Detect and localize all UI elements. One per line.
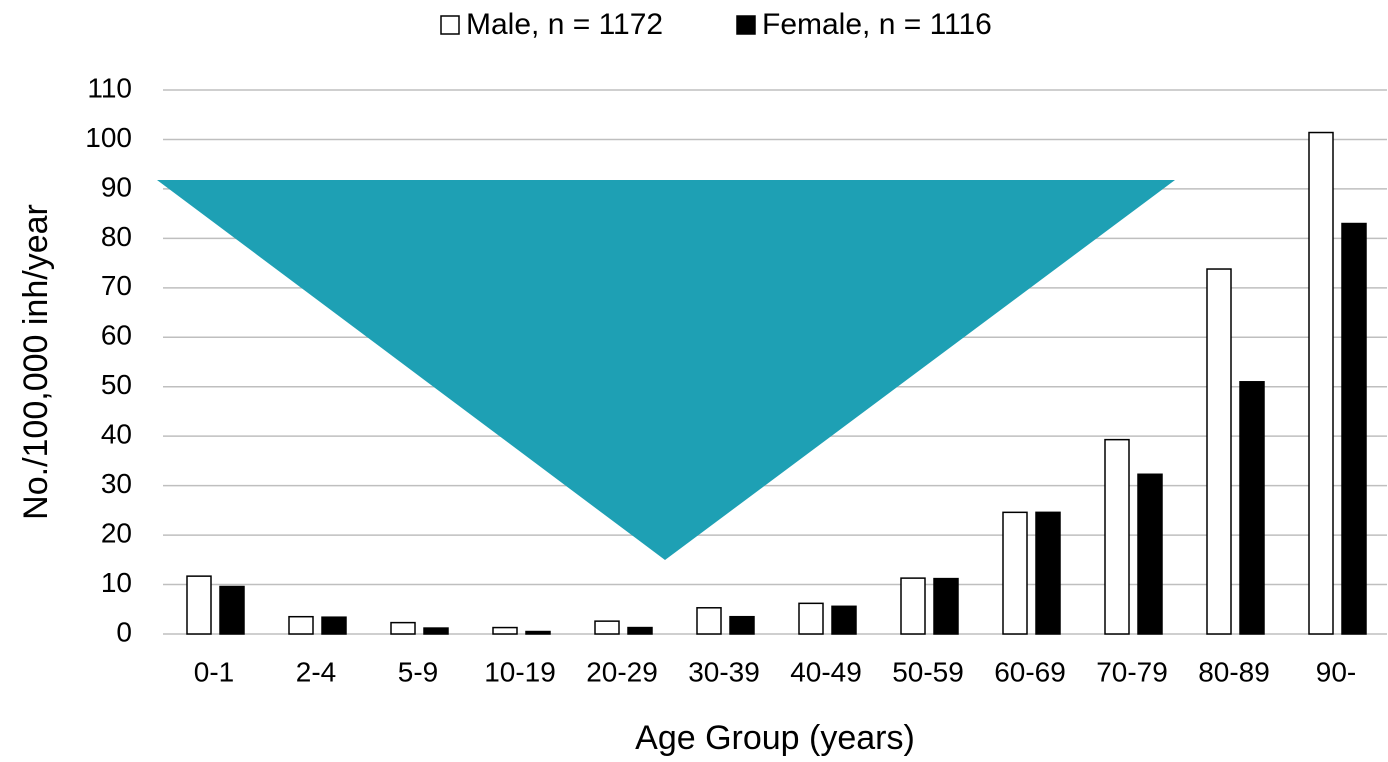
x-tick-label: 70-79 [1096, 656, 1168, 687]
x-tick-label: 80-89 [1198, 656, 1270, 687]
bar [525, 630, 551, 635]
bar [288, 615, 314, 635]
bar [831, 605, 857, 635]
x-tick-label: 30-39 [688, 656, 760, 687]
bar [729, 615, 755, 635]
bar [1104, 438, 1130, 635]
x-tick-label: 90- [1316, 656, 1356, 687]
y-tick-label: 100 [85, 122, 132, 153]
y-tick-label: 20 [101, 517, 132, 548]
y-tick-label: 10 [101, 567, 132, 598]
bar [1035, 511, 1061, 635]
y-tick-label: 70 [101, 270, 132, 301]
legend-swatch [440, 15, 460, 35]
y-tick-label: 60 [101, 320, 132, 351]
y-tick-label: 40 [101, 419, 132, 450]
bar [1341, 222, 1367, 635]
legend-swatch [736, 15, 756, 35]
bar [594, 620, 620, 635]
y-tick-label: 110 [87, 72, 132, 103]
x-axis-title: Age Group (years) [635, 719, 915, 757]
y-tick-label: 50 [101, 369, 132, 400]
x-tick-label: 40-49 [790, 656, 862, 687]
x-tick-label: 60-69 [994, 656, 1066, 687]
legend-label: Male, n = 1172 [466, 8, 663, 41]
y-axis-title: No./100,000 inh/year [17, 204, 55, 520]
bar [1206, 268, 1232, 635]
bar [186, 575, 212, 635]
bar [219, 585, 245, 635]
bar [390, 621, 416, 635]
bar [798, 602, 824, 635]
bar [1239, 381, 1265, 635]
bar [492, 626, 518, 635]
triangle-overlay [157, 180, 1175, 560]
bar [423, 627, 449, 635]
legend-label: Female, n = 1116 [762, 8, 992, 41]
x-tick-label: 0-1 [194, 656, 234, 687]
bar [1308, 131, 1334, 635]
x-tick-label: 50-59 [892, 656, 964, 687]
y-tick-label: 0 [116, 616, 132, 647]
bar [1002, 511, 1028, 635]
y-tick-label: 30 [101, 468, 132, 499]
y-tick-label: 80 [101, 221, 132, 252]
bar [933, 577, 959, 635]
x-tick-label: 5-9 [398, 656, 438, 687]
bar [1137, 473, 1163, 635]
bar [696, 607, 722, 635]
x-tick-label: 20-29 [586, 656, 658, 687]
bar [900, 577, 926, 635]
y-tick-label: 90 [101, 171, 132, 202]
x-tick-label: 2-4 [296, 656, 336, 687]
bar [627, 626, 653, 635]
bar [321, 616, 347, 635]
x-tick-label: 10-19 [484, 656, 556, 687]
